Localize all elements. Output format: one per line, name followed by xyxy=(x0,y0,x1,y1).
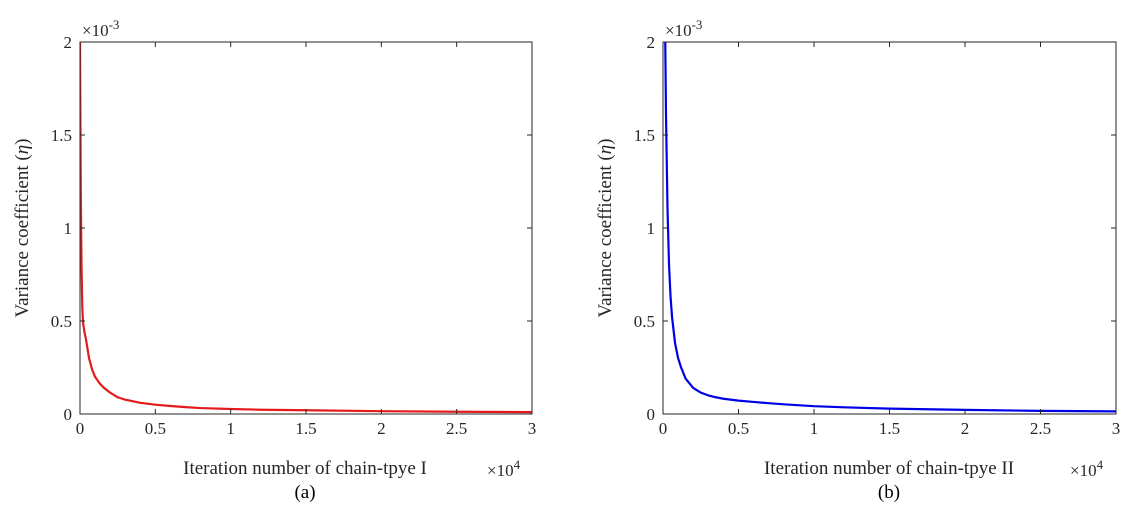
panel-a: ×104 ×10-3 Iteration number of chain-tpy… xyxy=(12,17,536,503)
y-axis-label: Variance coefficient (η) xyxy=(12,139,33,318)
y-exponent-label: ×10-3 xyxy=(665,17,702,40)
x-axis-label: Iteration number of chain-tpye I xyxy=(183,458,427,479)
y-tick-label: 1 xyxy=(64,219,73,238)
y-exponent-power: -3 xyxy=(692,17,703,32)
y-tick-label: 0 xyxy=(64,405,73,424)
x-tick-label: 1.5 xyxy=(879,419,900,438)
y-exponent-base: ×10 xyxy=(665,21,692,40)
y-tick-label: 1.5 xyxy=(634,126,655,145)
panel-label: (a) xyxy=(294,482,315,503)
x-exponent-power: 4 xyxy=(1097,457,1104,472)
y-tick-label: 0 xyxy=(647,405,656,424)
x-tick-label: 0.5 xyxy=(728,419,749,438)
x-tick-label: 3 xyxy=(1112,419,1121,438)
x-axis-label: Iteration number of chain-tpye II xyxy=(764,458,1014,479)
x-tick-label: 1 xyxy=(810,419,819,438)
panel-b: ×104 ×10-3 Iteration number of chain-tpy… xyxy=(595,17,1120,503)
y-exponent-power: -3 xyxy=(109,17,120,32)
y-exponent-base: ×10 xyxy=(82,21,109,40)
series-line-0 xyxy=(664,42,1116,413)
x-tick-label: 2.5 xyxy=(1030,419,1051,438)
x-tick-label: 1 xyxy=(226,419,235,438)
series-line-0 xyxy=(80,42,532,414)
x-tick-label: 3 xyxy=(528,419,537,438)
y-tick-label: 2 xyxy=(647,33,656,52)
y-exponent-label: ×10-3 xyxy=(82,17,119,40)
x-exponent-base: ×10 xyxy=(1070,461,1097,480)
panel-label: (b) xyxy=(878,482,900,503)
y-tick-label: 1.5 xyxy=(51,126,72,145)
x-exponent-power: 4 xyxy=(514,457,521,472)
y-axis-label-prefix: Variance coefficient ( xyxy=(12,154,33,317)
x-tick-label: 0 xyxy=(76,419,85,438)
y-axis-label-prefix: Variance coefficient ( xyxy=(595,154,616,317)
x-tick-label: 0 xyxy=(659,419,668,438)
x-exponent-label: ×104 xyxy=(487,457,521,480)
y-axis-label: Variance coefficient (η) xyxy=(595,139,616,318)
y-tick-label: 2 xyxy=(64,33,73,52)
x-exponent-base: ×10 xyxy=(487,461,514,480)
x-exponent-label: ×104 xyxy=(1070,457,1104,480)
y-axis-label-symbol: η xyxy=(12,145,33,154)
x-tick-label: 2 xyxy=(377,419,386,438)
y-axis-label-suffix: ) xyxy=(12,139,33,145)
x-tick-label: 1.5 xyxy=(295,419,316,438)
y-tick-label: 0.5 xyxy=(634,312,655,331)
y-axis-label-suffix: ) xyxy=(595,139,616,145)
plot-area-frame xyxy=(662,41,1117,415)
plot-area-frame xyxy=(79,41,533,415)
y-axis-label-symbol: η xyxy=(595,145,616,154)
x-tick-label: 2.5 xyxy=(446,419,467,438)
y-tick-label: 1 xyxy=(647,219,656,238)
x-tick-label: 0.5 xyxy=(145,419,166,438)
y-tick-label: 0.5 xyxy=(51,312,72,331)
x-tick-label: 2 xyxy=(961,419,970,438)
